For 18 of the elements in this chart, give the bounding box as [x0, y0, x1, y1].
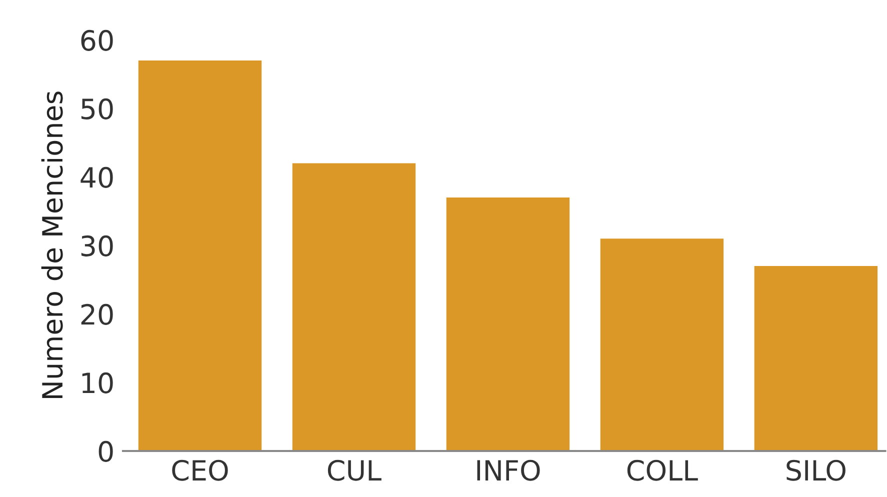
bar — [754, 266, 878, 451]
x-tick-label: SILO — [786, 460, 846, 481]
y-tick-label: 20 — [81, 304, 113, 325]
x-tick-label: COLL — [627, 460, 698, 481]
bar — [292, 163, 416, 451]
y-tick-label: 60 — [81, 30, 113, 51]
y-axis-title: Numero de Menciones — [41, 92, 63, 398]
y-tick-label: 10 — [82, 372, 113, 394]
x-tick-label: INFO — [477, 460, 540, 481]
y-tick-label: 40 — [80, 166, 113, 188]
bar — [138, 60, 262, 451]
bar — [446, 198, 570, 451]
bar — [600, 238, 724, 451]
y-tick-label: 50 — [81, 98, 113, 120]
x-tick-label: CEO — [172, 460, 228, 481]
y-tick-label: 30 — [81, 235, 113, 256]
x-tick-label: CUL — [328, 460, 382, 481]
y-tick-label: 0 — [98, 440, 113, 462]
